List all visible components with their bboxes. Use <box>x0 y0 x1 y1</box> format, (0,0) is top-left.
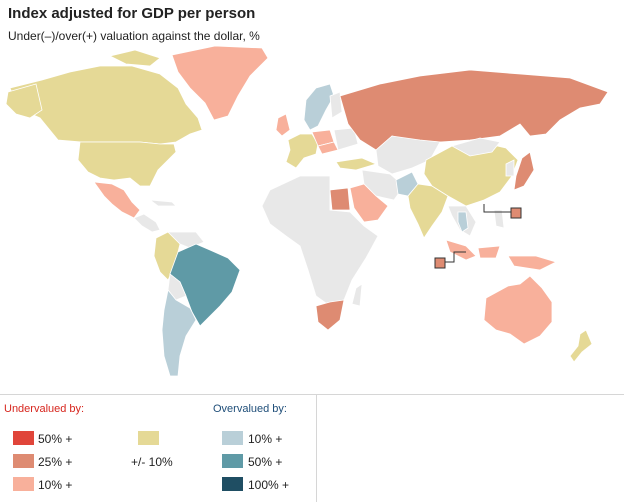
legend-undervalued-heading: Undervalued by: <box>4 403 85 415</box>
region-thailand[interactable] <box>457 211 469 233</box>
region-central-america <box>133 213 161 233</box>
region-canada-islands[interactable] <box>108 49 161 67</box>
map-title: Index adjusted for GDP per person <box>8 5 256 22</box>
region-south-africa[interactable] <box>315 299 345 331</box>
legend-label-over-10: 10% + <box>248 432 283 446</box>
region-philippines <box>493 209 505 229</box>
region-singapore[interactable] <box>434 257 446 269</box>
legend-swatch-under-25 <box>13 454 34 468</box>
region-western-europe[interactable] <box>285 133 319 169</box>
region-united-states[interactable] <box>77 141 177 187</box>
legend-label-neutral: +/- 10% <box>131 455 173 469</box>
region-greenland[interactable] <box>171 45 269 121</box>
region-scandinavia[interactable] <box>303 83 335 131</box>
region-russia[interactable] <box>339 69 609 151</box>
region-ukraine <box>333 127 359 151</box>
region-korea <box>505 159 515 177</box>
legend-swatch-neutral <box>138 431 159 445</box>
region-caribbean <box>148 199 177 207</box>
map-subtitle: Under(–)/over(+) valuation against the d… <box>8 29 260 43</box>
region-egypt[interactable] <box>329 187 351 211</box>
region-uk[interactable] <box>275 113 291 137</box>
region-indonesia[interactable] <box>445 239 558 271</box>
region-canada[interactable] <box>9 65 203 145</box>
world-map <box>5 45 609 377</box>
legend-swatch-over-10 <box>222 431 243 445</box>
legend-swatch-under-10 <box>13 477 34 491</box>
region-hong-kong[interactable] <box>510 207 522 219</box>
legend-label-under-10: 10% + <box>38 478 73 492</box>
legend-overvalued-heading: Overvalued by: <box>213 403 287 415</box>
region-finland <box>329 91 343 119</box>
region-mexico[interactable] <box>93 181 141 219</box>
region-turkey[interactable] <box>335 157 378 171</box>
region-india[interactable] <box>407 183 449 239</box>
legend-swatch-over-50 <box>222 454 243 468</box>
hong-kong-leader-line <box>483 204 511 213</box>
legend-panel <box>0 394 317 502</box>
legend-swatch-under-50 <box>13 431 34 445</box>
legend-label-under-25: 25% + <box>38 455 73 469</box>
region-bolivia <box>167 273 187 301</box>
region-madagascar <box>351 283 363 307</box>
legend-label-over-100: 100% + <box>248 478 290 492</box>
region-alaska[interactable] <box>5 83 43 119</box>
region-saudi-arabia[interactable] <box>349 183 389 223</box>
legend-panel-right <box>317 394 624 502</box>
region-argentina-chile[interactable] <box>161 289 197 377</box>
region-mongolia <box>450 137 501 157</box>
singapore-leader-line <box>445 251 466 263</box>
legend-label-over-50: 50% + <box>248 455 283 469</box>
legend-swatch-over-100 <box>222 477 243 491</box>
region-africa <box>261 175 379 307</box>
region-australia[interactable] <box>483 275 553 345</box>
legend-label-under-50: 50% + <box>38 432 73 446</box>
region-japan[interactable] <box>513 151 535 191</box>
region-new-zealand[interactable] <box>569 329 593 363</box>
